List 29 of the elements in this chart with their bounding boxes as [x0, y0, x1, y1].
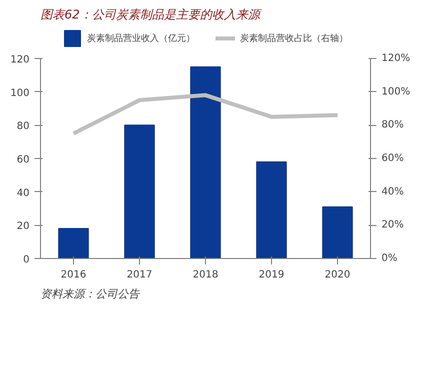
y-tick-label: 60 [16, 154, 30, 166]
x-tick-label: 2016 [60, 270, 86, 280]
x-tick-label: 2018 [192, 270, 218, 280]
y2-tick-label: 40% [382, 186, 404, 198]
bar [190, 66, 221, 258]
y2-tick-label: 120% [382, 53, 410, 64]
y-tick-label: 80 [16, 121, 30, 132]
y2-tick-label: 80% [382, 120, 404, 131]
y-tick-label: 20 [16, 221, 30, 232]
y2-tick-label: 20% [382, 220, 404, 231]
y-tick-label: 120 [10, 54, 30, 66]
line-series [72, 93, 340, 136]
bar [256, 161, 287, 258]
x-tick-label: 2017 [126, 270, 152, 280]
y2-tick-label: 100% [382, 86, 410, 98]
y2-tick-label: 60% [382, 153, 404, 164]
legend-label: 炭素制品营收占比（右轴） [240, 32, 348, 44]
legend-label: 炭素制品营业收入（亿元） [87, 32, 195, 44]
bar [322, 206, 353, 258]
y-tick-label: 40 [16, 188, 30, 199]
text: 资料来源：公司公告 [40, 288, 140, 300]
bar [58, 228, 89, 258]
y-tick-label: 0 [23, 254, 30, 266]
x-tick-label: 2020 [324, 270, 350, 280]
x-tick-label: 2019 [258, 270, 284, 280]
bar [124, 124, 155, 258]
y2-tick-label: 0% [382, 253, 398, 264]
y-tick-label: 100 [10, 88, 30, 99]
chart-title: 图表62：公司炭素制品是主要的收入来源 [40, 8, 262, 22]
